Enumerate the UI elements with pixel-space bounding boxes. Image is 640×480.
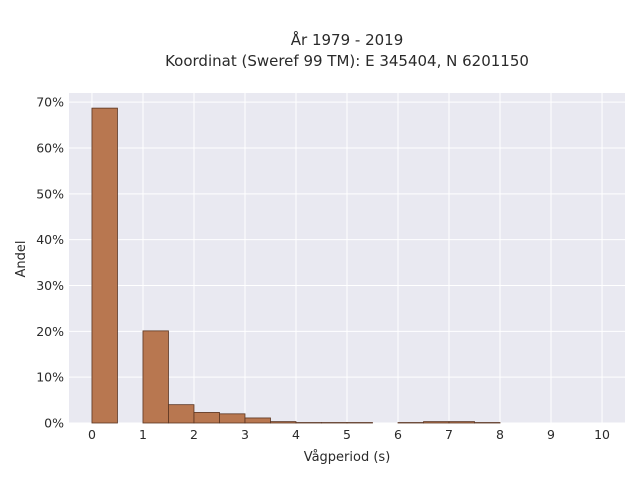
histogram-bar [270, 421, 297, 424]
histogram-bar [168, 404, 195, 424]
x-tick-label: 3 [241, 427, 249, 442]
x-tick-label: 7 [445, 427, 453, 442]
y-tick-label: 20% [36, 324, 64, 339]
x-tick-label: 1 [139, 427, 147, 442]
histogram-bar [193, 412, 220, 424]
histogram-bar [219, 413, 246, 424]
y-tick-label: 0% [44, 416, 64, 431]
y-tick-label: 60% [36, 141, 64, 156]
y-tick-label: 70% [36, 95, 64, 110]
x-tick-label: 4 [292, 427, 300, 442]
chart-title-line2: Koordinat (Sweref 99 TM): E 345404, N 62… [165, 52, 529, 70]
x-tick-label: 0 [88, 427, 96, 442]
y-tick-label: 10% [36, 370, 64, 385]
y-tick-label: 40% [36, 232, 64, 247]
x-tick-label: 2 [190, 427, 198, 442]
bars [91, 107, 501, 424]
grid-lines [69, 93, 625, 424]
y-axis-label: Andel [14, 241, 29, 278]
histogram-bar [423, 421, 450, 424]
x-tick-label: 10 [594, 427, 610, 442]
chart-title-line1: År 1979 - 2019 [291, 30, 404, 49]
histogram-bar [91, 107, 118, 424]
histogram-bar [142, 330, 169, 424]
x-tick-label: 6 [394, 427, 402, 442]
tick-labels: 0 1 2 3 4 5 6 7 8 9 10 0% 10% 20% 30% 40% 50% 60% 70% [36, 95, 610, 442]
x-tick-label: 5 [343, 427, 351, 442]
histogram-bar [244, 417, 271, 424]
x-axis-label: Vågperiod (s) [304, 450, 391, 465]
histogram-bar [448, 421, 475, 424]
y-tick-label: 30% [36, 278, 64, 293]
y-tick-label: 50% [36, 186, 64, 201]
x-tick-label: 8 [496, 427, 504, 442]
x-tick-label: 9 [547, 427, 555, 442]
